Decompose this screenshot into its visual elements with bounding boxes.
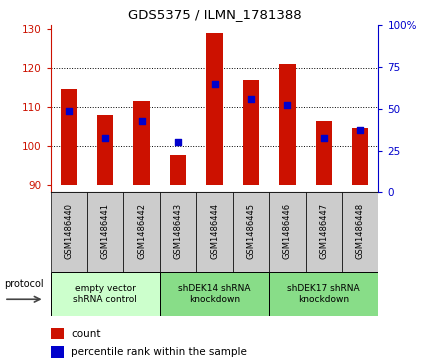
Text: count: count	[71, 329, 101, 339]
Bar	[170, 155, 186, 185]
Point	[65, 108, 72, 114]
Bar	[315, 121, 332, 185]
Text: GSM1486446: GSM1486446	[283, 203, 292, 259]
Text: protocol: protocol	[4, 280, 44, 289]
Point	[211, 81, 218, 86]
Point	[357, 127, 364, 133]
Point	[284, 102, 291, 108]
Point	[175, 139, 182, 145]
Bar	[206, 33, 223, 185]
Bar	[124, 192, 160, 272]
Text: GSM1486440: GSM1486440	[64, 203, 73, 259]
Text: GSM1486444: GSM1486444	[210, 203, 219, 259]
Point	[247, 96, 254, 102]
Bar	[196, 192, 233, 272]
Text: percentile rank within the sample: percentile rank within the sample	[71, 347, 247, 357]
Point	[138, 118, 145, 123]
Bar	[269, 272, 378, 316]
Bar	[305, 192, 342, 272]
Bar	[97, 115, 114, 185]
Bar	[269, 192, 305, 272]
Bar	[51, 272, 160, 316]
Text: GSM1486441: GSM1486441	[101, 203, 110, 259]
Title: GDS5375 / ILMN_1781388: GDS5375 / ILMN_1781388	[128, 8, 301, 21]
Bar	[342, 192, 378, 272]
Text: GSM1486442: GSM1486442	[137, 203, 146, 259]
Bar	[51, 328, 64, 339]
Text: GSM1486448: GSM1486448	[356, 203, 365, 259]
Point	[320, 135, 327, 141]
Point	[102, 135, 109, 141]
Text: shDEK14 shRNA
knockdown: shDEK14 shRNA knockdown	[178, 284, 251, 304]
Bar	[233, 192, 269, 272]
Bar	[51, 192, 87, 272]
Bar	[352, 128, 368, 185]
Bar	[51, 346, 64, 358]
Text: shDEK17 shRNA
knockdown: shDEK17 shRNA knockdown	[287, 284, 360, 304]
Text: empty vector
shRNA control: empty vector shRNA control	[73, 284, 137, 304]
Bar	[133, 101, 150, 185]
Bar	[61, 90, 77, 185]
Bar	[160, 272, 269, 316]
Bar	[243, 80, 259, 185]
Text: GSM1486447: GSM1486447	[319, 203, 328, 259]
Text: GSM1486443: GSM1486443	[173, 203, 183, 259]
Bar	[160, 192, 196, 272]
Bar	[87, 192, 124, 272]
Bar	[279, 64, 296, 185]
Text: GSM1486445: GSM1486445	[246, 203, 256, 259]
